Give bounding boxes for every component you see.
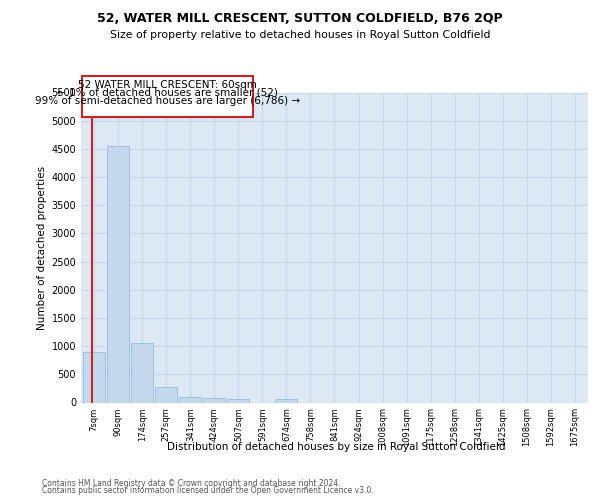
Text: Size of property relative to detached houses in Royal Sutton Coldfield: Size of property relative to detached ho… [110, 30, 490, 40]
Text: 52 WATER MILL CRESCENT: 60sqm: 52 WATER MILL CRESCENT: 60sqm [78, 80, 257, 90]
Bar [227, 400, 250, 402]
Text: Contains public sector information licensed under the Open Government Licence v3: Contains public sector information licen… [42, 486, 374, 495]
Bar [179, 398, 202, 402]
Text: Distribution of detached houses by size in Royal Sutton Coldfield: Distribution of detached houses by size … [167, 442, 505, 452]
Text: 99% of semi-detached houses are larger (6,786) →: 99% of semi-detached houses are larger (… [35, 96, 300, 106]
FancyBboxPatch shape [82, 76, 253, 118]
Bar [107, 146, 129, 403]
Text: Contains HM Land Registry data © Crown copyright and database right 2024.: Contains HM Land Registry data © Crown c… [42, 478, 341, 488]
Text: 52, WATER MILL CRESCENT, SUTTON COLDFIELD, B76 2QP: 52, WATER MILL CRESCENT, SUTTON COLDFIEL… [97, 12, 503, 26]
Bar [203, 398, 226, 402]
Y-axis label: Number of detached properties: Number of detached properties [37, 166, 47, 330]
Bar [275, 400, 298, 402]
Text: ← 1% of detached houses are smaller (52): ← 1% of detached houses are smaller (52) [57, 88, 278, 98]
Bar [131, 344, 154, 402]
Bar [83, 352, 105, 403]
Bar [155, 387, 178, 402]
